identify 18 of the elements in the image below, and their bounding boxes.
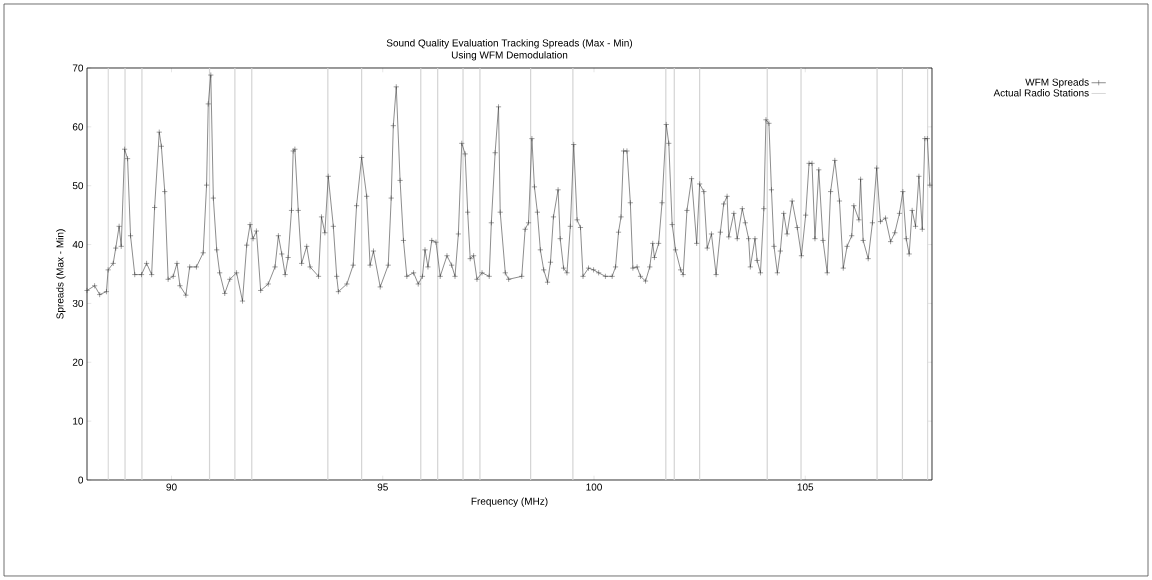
y-axis-title: Spreads (Max - Min) [56, 229, 66, 319]
y-tick-label: 50 [72, 182, 84, 190]
chart-title: Sound Quality Evaluation Tracking Spreads (Max - Min) [386, 39, 633, 49]
y-tick-label: 10 [73, 417, 84, 425]
y-tick-label: 0 [78, 476, 84, 484]
y-tick-label: 30 [72, 299, 84, 307]
x-tick-label: 105 [797, 483, 814, 491]
x-axis-title: Frequency (MHz) [471, 497, 548, 507]
x-tick-label: 90 [166, 483, 177, 491]
legend-label: WFM Spreads [1025, 78, 1089, 88]
legend-label: Actual Radio Stations [993, 89, 1089, 97]
x-tick-label: 95 [377, 483, 388, 491]
y-tick-label: 70 [72, 64, 84, 72]
y-tick-label: 60 [72, 123, 84, 131]
y-tick-label: 40 [72, 241, 84, 249]
chart-subtitle: Using WFM Demodulation [451, 51, 568, 61]
y-tick-label: 20 [72, 358, 84, 366]
x-tick-label: 100 [586, 483, 602, 491]
